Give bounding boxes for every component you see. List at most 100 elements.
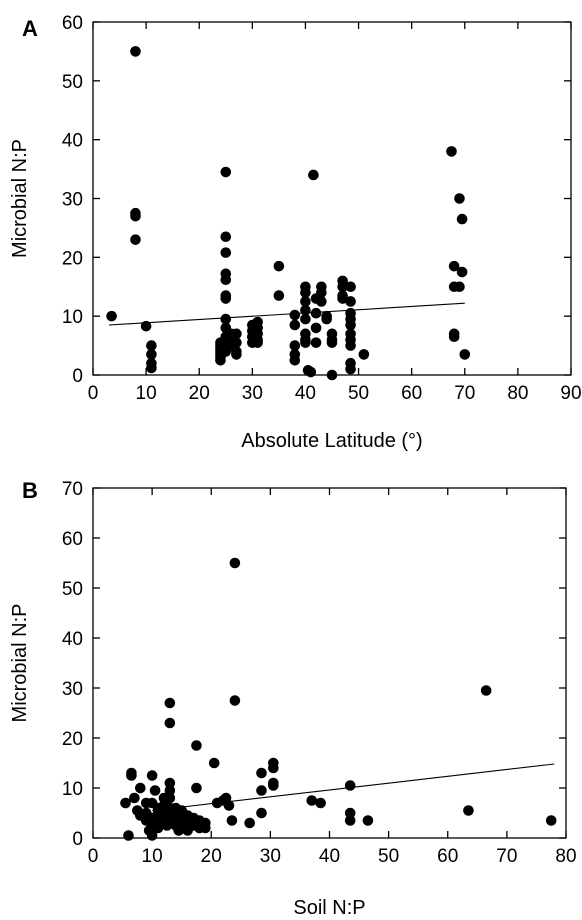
data-point — [146, 340, 157, 351]
x-tick-label: 30 — [242, 383, 263, 404]
data-point — [126, 770, 137, 781]
y-tick-label: 60 — [62, 13, 83, 34]
data-point — [146, 830, 158, 841]
data-point — [316, 287, 327, 298]
x-tick-label: 70 — [454, 383, 475, 404]
x-tick-label: 0 — [88, 383, 99, 404]
data-point — [315, 797, 326, 809]
data-point — [231, 328, 242, 340]
data-point — [223, 800, 235, 811]
data-point — [220, 231, 232, 243]
data-point — [164, 792, 176, 804]
data-point — [289, 354, 301, 366]
panel-label: B — [22, 478, 38, 503]
y-tick-label: 30 — [62, 679, 83, 700]
x-tick-label: 0 — [88, 846, 99, 867]
data-point — [229, 557, 241, 569]
data-point — [120, 797, 131, 809]
x-axis-title: Absolute Latitude (°) — [241, 430, 422, 452]
data-point — [220, 166, 232, 178]
plot-frame — [92, 487, 567, 839]
data-point — [454, 281, 465, 293]
data-point — [164, 697, 176, 709]
data-point — [200, 822, 211, 834]
data-point — [300, 337, 311, 348]
data-point — [358, 349, 370, 360]
data-point — [344, 780, 356, 791]
data-point — [244, 817, 255, 829]
panel-b: 0 10 20 30 40 50 60 70 80 0 10 20 30 40 50 60 70 Soil N:P… — [9, 478, 577, 919]
y-tick-label: 0 — [72, 366, 83, 387]
x-tick-label: 60 — [401, 383, 422, 404]
data-point — [345, 363, 356, 375]
data-point — [337, 293, 348, 304]
x-axis-title: Soil N:P — [293, 897, 365, 919]
y-tick-label: 20 — [62, 729, 83, 750]
data-point — [310, 337, 322, 348]
y-axis-title: Microbial N:P — [9, 604, 31, 723]
data-point — [130, 234, 141, 245]
x-tick-label: 80 — [507, 383, 528, 404]
data-point — [480, 685, 492, 696]
data-point — [256, 807, 267, 819]
data-point — [130, 46, 141, 57]
data-point — [321, 313, 332, 325]
data-point — [344, 815, 356, 826]
data-point — [345, 319, 356, 331]
data-point — [273, 290, 285, 301]
data-point — [215, 354, 226, 366]
data-point — [300, 313, 311, 325]
data-point — [459, 349, 471, 360]
data-point — [152, 822, 164, 834]
y-axis-title: Microbial N:P — [9, 139, 31, 258]
data-point — [308, 169, 319, 181]
data-point — [448, 260, 460, 272]
data-point — [446, 146, 457, 157]
data-point — [289, 319, 301, 331]
data-point — [229, 695, 241, 706]
y-tick-label: 10 — [62, 307, 83, 328]
y-tick-label: 40 — [62, 131, 83, 152]
data-point — [300, 296, 311, 307]
data-point — [545, 815, 557, 826]
data-point — [231, 349, 242, 360]
data-point — [456, 266, 468, 278]
data-point — [456, 213, 468, 225]
y-tick-label: 0 — [72, 829, 83, 850]
data-point — [140, 320, 152, 332]
y-tick-label: 60 — [62, 529, 83, 550]
trend-line — [108, 302, 465, 326]
y-tick-label: 30 — [62, 190, 83, 211]
x-tick-label: 70 — [496, 846, 517, 867]
data-point — [146, 362, 157, 374]
x-tick-label: 90 — [560, 383, 581, 404]
y-tick-label: 20 — [62, 248, 83, 269]
data-point — [220, 247, 232, 258]
data-point — [326, 369, 338, 381]
x-tick-label: 40 — [295, 383, 316, 404]
x-tick-label: 30 — [260, 846, 281, 867]
data-point — [164, 785, 176, 796]
data-point — [289, 340, 301, 351]
data-point — [191, 740, 202, 751]
data-point — [273, 260, 285, 272]
data-point — [463, 805, 474, 816]
y-tick-label: 50 — [62, 579, 83, 600]
data-point — [164, 777, 176, 789]
data-point — [220, 274, 232, 285]
data-point — [300, 287, 311, 298]
x-tick-label: 40 — [319, 846, 340, 867]
y-tick-label: 10 — [62, 779, 83, 800]
data-point — [226, 815, 238, 826]
data-point — [345, 340, 356, 351]
y-tick-label: 70 — [62, 479, 83, 500]
x-tick-label: 20 — [201, 846, 222, 867]
data-point — [310, 307, 322, 319]
data-point — [129, 792, 140, 804]
data-point — [220, 313, 232, 325]
y-tick-label: 40 — [62, 629, 83, 650]
data-point — [306, 795, 318, 806]
data-point — [149, 785, 161, 796]
data-point — [310, 322, 322, 334]
